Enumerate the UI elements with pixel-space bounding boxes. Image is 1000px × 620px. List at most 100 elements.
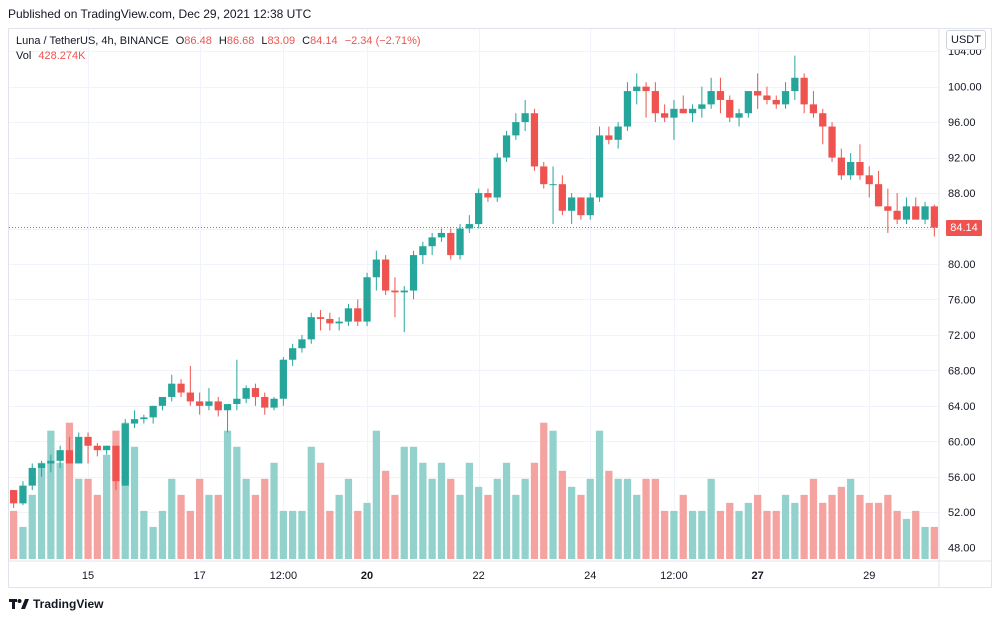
candle-body (65, 450, 74, 464)
volume-bar (409, 446, 418, 559)
volume-bar (372, 430, 380, 559)
candlestick-chart[interactable]: 104.00100.0096.0092.0088.0084.0080.0076.… (9, 29, 991, 587)
candle-body (865, 175, 873, 185)
time-tick-label: 12:00 (660, 570, 688, 582)
candle-body (270, 398, 278, 408)
candle-body (37, 463, 46, 468)
candle-body (512, 122, 520, 136)
candle-body (149, 405, 157, 418)
candle-body (316, 317, 325, 319)
candle-body (530, 113, 539, 167)
volume-bar (726, 502, 734, 559)
time-axis[interactable]: 15 17 12:00 20 22 24 12:00 27 29 (82, 570, 875, 582)
volume-bar (512, 494, 520, 559)
volume-bar (140, 510, 148, 559)
candle-body (372, 259, 380, 278)
price-tick-label: 52.00 (948, 507, 976, 519)
candle-body (837, 157, 845, 176)
price-tick-label: 48.00 (948, 543, 976, 555)
volume-bar (233, 446, 241, 559)
price-axis[interactable]: 104.00100.0096.0092.0088.0084.0080.0076.… (948, 46, 982, 555)
volume-bar (158, 510, 167, 559)
candles (10, 55, 938, 508)
legend-vol-label[interactable]: Vol (16, 50, 32, 62)
candle-body (475, 193, 483, 225)
volume-bar (214, 494, 222, 559)
volume-bar (688, 510, 697, 559)
price-tick-label: 60.00 (948, 436, 976, 448)
candle-body (10, 490, 18, 504)
candle-body (447, 232, 455, 256)
candle-body (56, 450, 64, 461)
candle-body (772, 99, 780, 105)
candle-body (688, 108, 697, 114)
volume-bar (335, 494, 343, 559)
candle-body (223, 404, 232, 411)
volume-bar (186, 510, 194, 559)
volume-bar (400, 446, 408, 559)
volume-bar (902, 518, 911, 559)
candle-body (930, 206, 938, 228)
price-tick-label: 88.00 (948, 188, 976, 200)
candle-body (642, 86, 650, 92)
volume-bar (865, 502, 873, 559)
volume-bar (419, 462, 427, 559)
candle-body (912, 206, 920, 220)
candle-body (205, 401, 213, 406)
candle-body (577, 197, 585, 216)
candle-body (884, 206, 892, 211)
candle-body (103, 445, 111, 451)
volume-bar (614, 478, 622, 559)
candle-body (893, 210, 901, 220)
last-price-label: 84.14 (946, 219, 982, 236)
candle-body (75, 436, 83, 464)
legend-price-row: Luna / TetherUS, 4h, BINANCE O86.48 H86.… (16, 34, 421, 49)
candle-body (549, 184, 557, 186)
volume-bar (549, 430, 557, 559)
volume-bar (289, 510, 297, 559)
candle-body (800, 77, 808, 105)
candle-body (595, 135, 604, 198)
candle-body (47, 460, 55, 464)
volume-bar (437, 462, 446, 559)
currency-button[interactable]: USDT (946, 30, 986, 50)
volume-bar (661, 510, 669, 559)
volume-bar (837, 486, 845, 559)
candle-body (707, 91, 715, 105)
volume-bar (698, 510, 706, 559)
candle-body (651, 91, 659, 114)
legend-open-label: O (175, 35, 185, 47)
candle-body (279, 359, 287, 399)
legend-symbol[interactable]: Luna / TetherUS, 4h, BINANCE (16, 35, 169, 47)
volume-bar (921, 526, 929, 559)
volume-bar (856, 494, 864, 559)
candle-body (847, 162, 855, 176)
volume-bar (177, 494, 185, 559)
volume-bar (475, 486, 483, 559)
volume-bar (493, 478, 501, 559)
symbol-legend: Luna / TetherUS, 4h, BINANCE O86.48 H86.… (16, 34, 421, 64)
candle-body (28, 467, 36, 486)
volume-bar (270, 462, 278, 559)
volume-bar (465, 462, 473, 559)
volume-bar (893, 510, 901, 559)
candle-body (93, 445, 101, 451)
legend-high-label: H (218, 35, 227, 47)
volume-bar (540, 422, 548, 559)
candle-body (186, 392, 194, 402)
volume-bar (428, 478, 436, 559)
volume-bar (196, 478, 204, 559)
candle-body (633, 86, 641, 92)
volume-bar (568, 486, 576, 559)
volume-bar (354, 510, 362, 559)
volume-bar (149, 526, 157, 559)
volume-bar (707, 478, 715, 559)
volume-bar (251, 494, 260, 559)
volume-bar (716, 510, 725, 559)
volume-bar (791, 502, 799, 559)
candle-body (363, 277, 371, 322)
volume-bar (121, 422, 129, 559)
tradingview-logo[interactable]: TradingView (9, 597, 103, 611)
candle-body (484, 193, 492, 198)
price-tick-label: 72.00 (948, 330, 976, 342)
